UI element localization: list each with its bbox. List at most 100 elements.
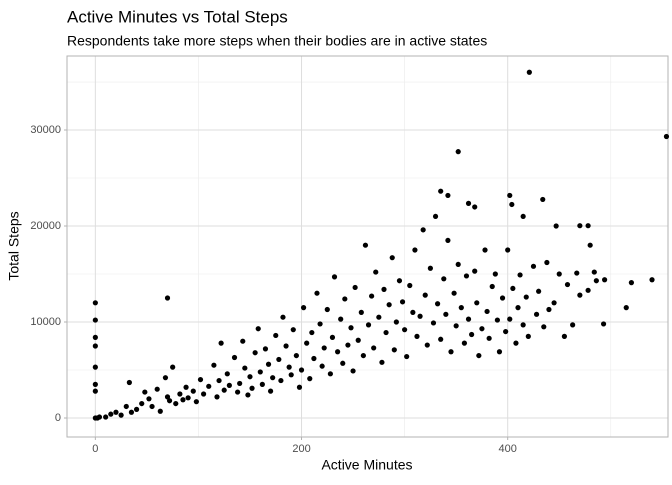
point bbox=[133, 406, 140, 412]
point bbox=[335, 349, 341, 355]
point bbox=[461, 340, 468, 346]
point bbox=[288, 372, 294, 378]
point bbox=[317, 321, 323, 327]
point bbox=[108, 411, 114, 417]
point bbox=[577, 223, 583, 229]
point bbox=[298, 367, 305, 373]
point bbox=[399, 299, 406, 305]
point bbox=[513, 340, 519, 346]
point bbox=[247, 374, 253, 380]
point bbox=[407, 282, 413, 289]
point bbox=[628, 280, 635, 286]
point bbox=[166, 398, 173, 404]
point bbox=[373, 269, 379, 275]
point bbox=[252, 350, 258, 356]
point bbox=[255, 326, 261, 332]
point bbox=[496, 349, 503, 355]
point bbox=[445, 237, 451, 244]
point bbox=[206, 383, 212, 389]
x-tick-label: 200 bbox=[292, 443, 310, 455]
point bbox=[593, 278, 599, 284]
point bbox=[276, 356, 282, 363]
point bbox=[314, 290, 320, 296]
point bbox=[92, 381, 98, 387]
point bbox=[540, 196, 546, 203]
point bbox=[237, 380, 243, 387]
point bbox=[492, 271, 498, 277]
point bbox=[458, 305, 464, 311]
point bbox=[342, 296, 348, 302]
point bbox=[509, 201, 515, 208]
y-tick-label: 20000 bbox=[30, 220, 61, 232]
point bbox=[352, 284, 358, 291]
point bbox=[551, 300, 557, 306]
point bbox=[507, 316, 513, 322]
point bbox=[224, 371, 230, 377]
point bbox=[123, 403, 129, 410]
point bbox=[472, 268, 478, 274]
point bbox=[200, 391, 207, 397]
point bbox=[420, 227, 426, 233]
point bbox=[338, 316, 344, 322]
point bbox=[331, 274, 338, 280]
point bbox=[180, 397, 186, 403]
point bbox=[386, 302, 392, 308]
point bbox=[574, 270, 580, 276]
point bbox=[494, 317, 500, 323]
point bbox=[503, 328, 509, 335]
point bbox=[455, 261, 461, 268]
point bbox=[362, 242, 369, 248]
point bbox=[383, 329, 389, 336]
point bbox=[381, 286, 387, 292]
point bbox=[164, 394, 171, 400]
point bbox=[505, 247, 511, 253]
point bbox=[556, 271, 562, 277]
point bbox=[602, 277, 608, 283]
point bbox=[324, 306, 330, 313]
point bbox=[283, 343, 289, 349]
point bbox=[472, 204, 478, 210]
point bbox=[541, 324, 547, 330]
point bbox=[340, 360, 346, 366]
point bbox=[92, 317, 98, 323]
point bbox=[533, 311, 540, 317]
point bbox=[507, 192, 513, 199]
point bbox=[319, 363, 325, 369]
point bbox=[570, 322, 576, 328]
point bbox=[259, 381, 265, 387]
point bbox=[103, 414, 109, 420]
point bbox=[162, 375, 169, 381]
point bbox=[216, 377, 222, 384]
point bbox=[486, 335, 492, 341]
point bbox=[327, 371, 333, 377]
point bbox=[479, 326, 485, 332]
point bbox=[211, 362, 217, 368]
point bbox=[417, 313, 423, 319]
point bbox=[92, 364, 98, 370]
point bbox=[273, 332, 279, 339]
point bbox=[369, 293, 375, 299]
point bbox=[173, 400, 179, 407]
point bbox=[517, 272, 523, 278]
point bbox=[304, 340, 310, 346]
point bbox=[393, 319, 399, 325]
x-tick-label: 0 bbox=[92, 443, 98, 455]
point bbox=[92, 388, 98, 394]
point bbox=[414, 333, 420, 339]
point bbox=[293, 352, 299, 359]
point bbox=[438, 336, 444, 342]
point bbox=[530, 263, 537, 269]
point bbox=[245, 392, 251, 398]
point bbox=[424, 342, 430, 348]
point bbox=[307, 376, 313, 382]
point bbox=[587, 242, 593, 248]
point bbox=[515, 305, 521, 311]
point bbox=[270, 375, 276, 381]
y-tick-label: 0 bbox=[55, 412, 61, 424]
point bbox=[412, 247, 418, 253]
point bbox=[371, 345, 377, 351]
point bbox=[185, 395, 191, 401]
point bbox=[355, 337, 361, 343]
point bbox=[443, 311, 449, 317]
